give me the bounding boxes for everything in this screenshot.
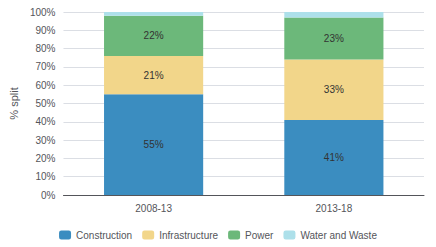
svg-text:55%: 55% xyxy=(144,139,164,150)
svg-text:% split: % split xyxy=(8,87,20,119)
svg-text:Construction: Construction xyxy=(76,230,132,241)
svg-text:60%: 60% xyxy=(35,80,55,91)
svg-text:30%: 30% xyxy=(35,135,55,146)
svg-text:33%: 33% xyxy=(324,84,344,95)
svg-text:70%: 70% xyxy=(35,61,55,72)
svg-text:80%: 80% xyxy=(35,43,55,54)
svg-text:40%: 40% xyxy=(35,116,55,127)
svg-text:Infrastructure: Infrastructure xyxy=(159,230,218,241)
svg-text:20%: 20% xyxy=(35,153,55,164)
svg-text:Water and Waste: Water and Waste xyxy=(300,230,377,241)
svg-text:21%: 21% xyxy=(144,70,164,81)
svg-text:0%: 0% xyxy=(41,190,56,201)
svg-text:Power: Power xyxy=(245,230,274,241)
svg-text:22%: 22% xyxy=(144,30,164,41)
svg-text:100%: 100% xyxy=(30,7,56,18)
svg-text:2008-13: 2008-13 xyxy=(135,203,172,214)
svg-text:41%: 41% xyxy=(324,152,344,163)
svg-text:10%: 10% xyxy=(35,171,55,182)
svg-text:90%: 90% xyxy=(35,25,55,36)
svg-text:2013-18: 2013-18 xyxy=(316,203,353,214)
svg-text:23%: 23% xyxy=(324,33,344,44)
svg-text:50%: 50% xyxy=(35,98,55,109)
